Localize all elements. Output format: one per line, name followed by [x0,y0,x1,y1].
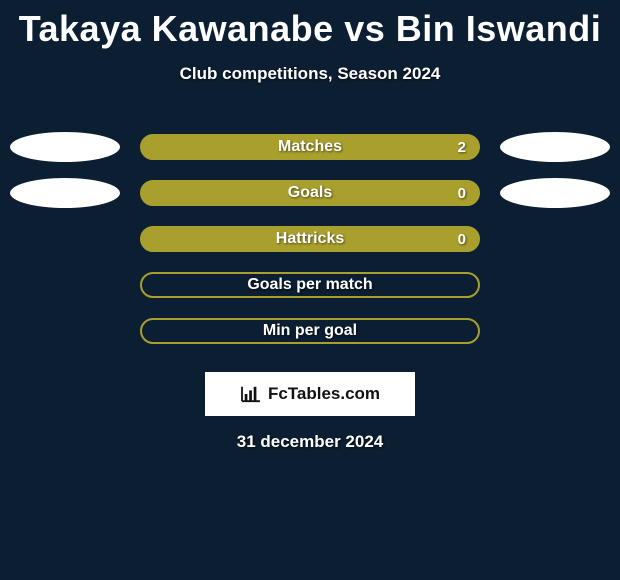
stat-row: Hattricks 0 [0,216,620,262]
vs-text: vs [344,8,385,49]
date-text: 31 december 2024 [0,432,620,452]
stat-row: Goals per match [0,262,620,308]
stat-value-right: 0 [458,185,466,202]
right-value-ellipse [500,178,610,208]
stat-row: Goals 0 [0,170,620,216]
logo-box: FcTables.com [205,372,415,416]
left-value-ellipse [10,132,120,162]
stat-row: Matches 2 [0,124,620,170]
stat-bar: Matches 2 [140,134,480,160]
stat-label: Matches [278,138,342,156]
logo-text: FcTables.com [268,384,380,404]
stats-container: Matches 2 Goals 0 Hattricks 0 Goals per match M… [0,124,620,354]
stat-row: Min per goal [0,308,620,354]
stat-label: Hattricks [276,230,344,248]
stat-value-right: 0 [458,231,466,248]
stat-bar: Hattricks 0 [140,226,480,252]
stat-label: Goals [288,184,332,202]
bar-chart-icon [240,385,262,403]
stat-label: Goals per match [247,276,372,294]
player1-name: Takaya Kawanabe [19,8,334,49]
stat-value-right: 2 [458,139,466,156]
left-value-ellipse [10,178,120,208]
stat-bar: Goals per match [140,272,480,298]
player2-name: Bin Iswandi [396,8,602,49]
subtitle: Club competitions, Season 2024 [0,64,620,84]
stat-label: Min per goal [263,322,357,340]
stat-bar: Goals 0 [140,180,480,206]
stat-bar: Min per goal [140,318,480,344]
right-value-ellipse [500,132,610,162]
comparison-title: Takaya Kawanabe vs Bin Iswandi [0,0,620,50]
